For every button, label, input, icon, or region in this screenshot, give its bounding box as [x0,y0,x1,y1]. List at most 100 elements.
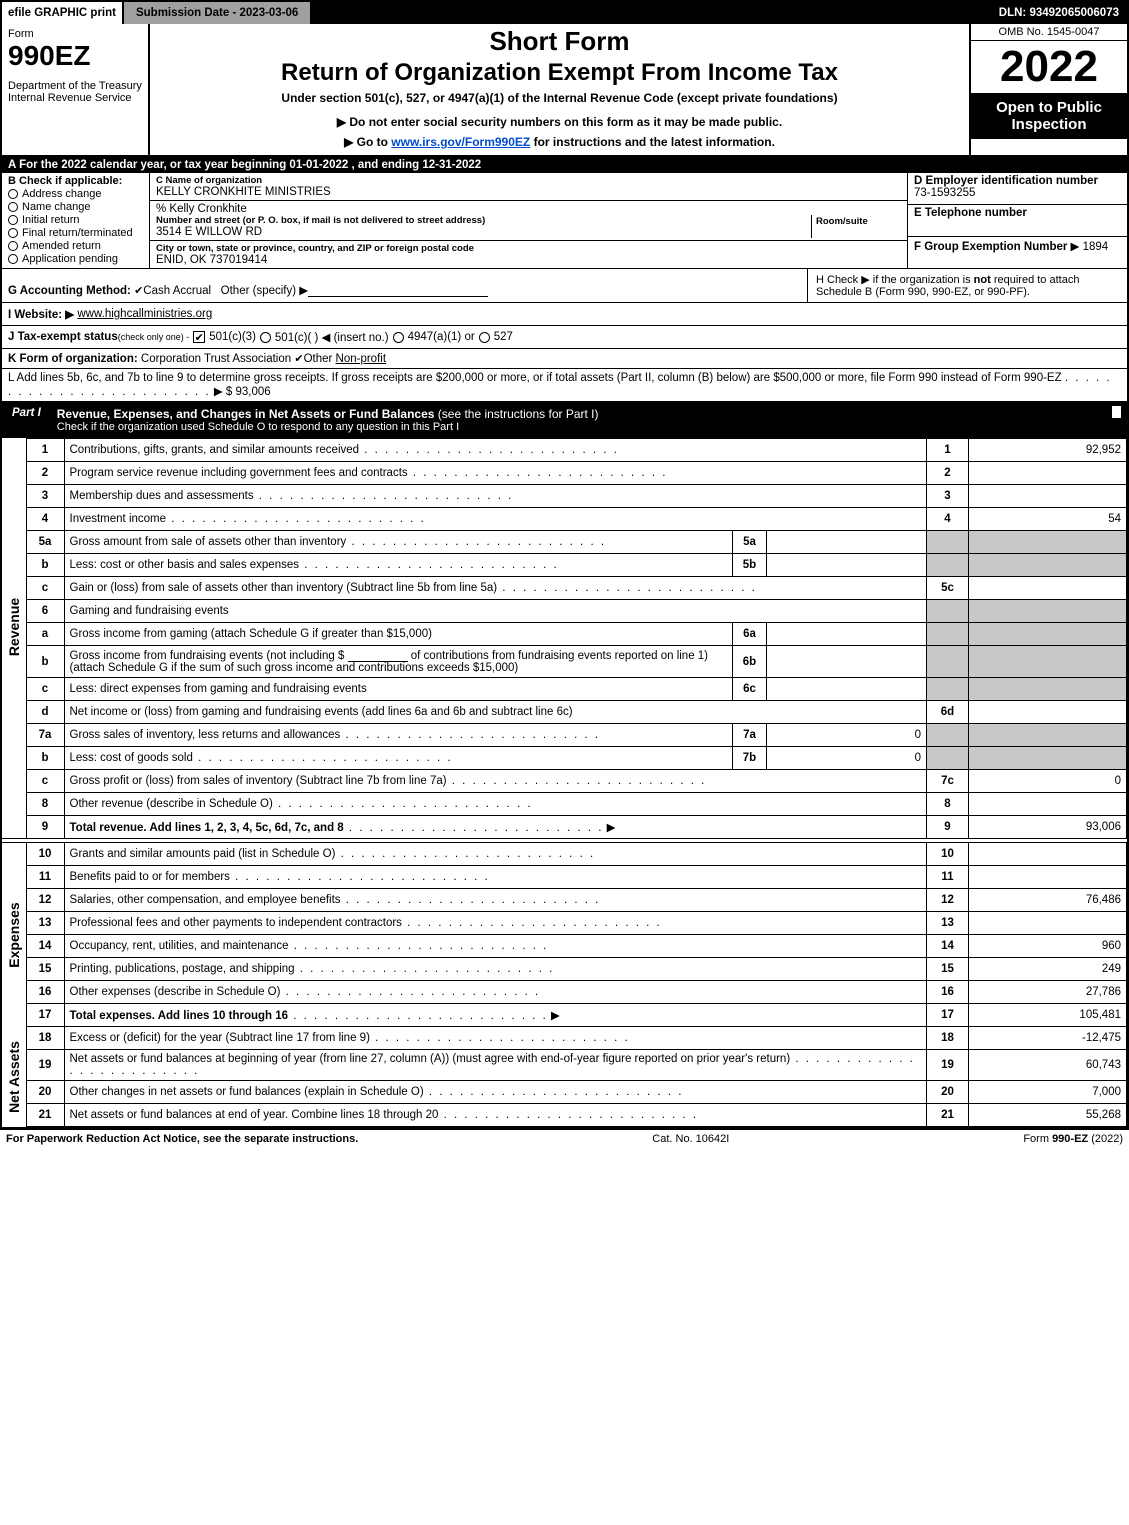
chk-address-change-label: Address change [22,188,102,200]
tax-year: 2022 [971,41,1127,93]
ln-5c: c [26,577,64,600]
ln-10: 10 [26,843,64,866]
chk-other-org[interactable] [294,353,303,365]
section-e: E Telephone number [908,205,1127,237]
num-7a-shade [927,724,969,747]
desc-4: Investment income [64,508,927,531]
ln-17: 17 [26,1004,64,1027]
topbar-spacer [312,2,990,24]
topbar: efile GRAPHIC print Submission Date - 20… [2,2,1127,24]
desc-1: Contributions, gifts, grants, and simila… [64,439,927,462]
num-13: 13 [927,912,969,935]
amt-7a-shade [969,724,1127,747]
lbl-501c3: 501(c)(3) [209,331,256,343]
amt-7c: 0 [969,770,1127,793]
row-a-calendar-year: A For the 2022 calendar year, or tax yea… [2,157,1127,173]
addr-row: % Kelly Cronkhite Number and street (or … [150,201,907,241]
omb-number: OMB No. 1545-0047 [971,24,1127,41]
num-6d: 6d [927,701,969,724]
ln-6d: d [26,701,64,724]
desc-6b-1: Gross income from fundraising events (no… [70,650,345,662]
arrow-9: ▶ [607,822,616,834]
desc-16: Other expenses (describe in Schedule O) [64,981,927,1004]
footer-right-bold: 990-EZ [1052,1133,1088,1145]
section-d-e-f: D Employer identification number 73-1593… [907,173,1127,268]
num-7c: 7c [927,770,969,793]
page-footer: For Paperwork Reduction Act Notice, see … [0,1129,1129,1148]
amt-20: 7,000 [969,1081,1127,1104]
num-8: 8 [927,793,969,816]
amt-1: 92,952 [969,439,1127,462]
section-c: C Name of organization KELLY CRONKHITE M… [150,173,907,268]
num-6c-shade [927,678,969,701]
subval-6c [767,678,927,701]
revenue-sidebar-end [2,816,26,839]
amt-5b-shade [969,554,1127,577]
org-name: KELLY CRONKHITE MINISTRIES [156,186,901,198]
subval-6b [767,646,927,678]
desc-2: Program service revenue including govern… [64,462,927,485]
desc-14: Occupancy, rent, utilities, and maintena… [64,935,927,958]
sub-5b: 5b [733,554,767,577]
group-exemption-label: F Group Exemption Number [914,241,1067,253]
num-5a-shade [927,531,969,554]
chk-cash[interactable] [134,285,143,297]
part-i-checkbox-wrap [1112,405,1127,418]
section-b-title: B Check if applicable: [8,175,143,187]
sub-7b: 7b [733,747,767,770]
chk-527[interactable] [479,332,490,343]
chk-address-change[interactable]: Address change [8,188,143,200]
section-i-website: I Website: ▶ www.highcallministries.org [2,303,1127,326]
chk-amended-return[interactable]: Amended return [8,240,143,252]
irs-link[interactable]: www.irs.gov/Form990EZ [391,135,530,149]
form-header: Form 990EZ Department of the Treasury In… [2,24,1127,157]
amt-6-shade [969,600,1127,623]
chk-4947[interactable] [393,332,404,343]
h-not: not [974,274,991,286]
ln-19: 19 [26,1050,64,1081]
chk-amended-return-label: Amended return [22,240,101,252]
desc-17: Total expenses. Add lines 10 through 16 … [64,1004,927,1027]
num-18: 18 [927,1027,969,1050]
sub-7a: 7a [733,724,767,747]
desc-3: Membership dues and assessments [64,485,927,508]
chk-application-pending-label: Application pending [22,253,118,265]
desc-7b: Less: cost of goods sold [64,747,733,770]
lbl-trust: Trust [204,353,230,365]
expenses-label: Expenses [6,902,22,967]
arrow-17: ▶ [551,1010,560,1022]
group-exemption-number: 1894 [1083,241,1109,253]
treasury-dept: Department of the Treasury [8,80,142,92]
chk-schedule-o-used[interactable] [1112,406,1121,418]
lbl-527: 527 [494,331,513,343]
ln-7c: c [26,770,64,793]
desc-7c: Gross profit or (loss) from sales of inv… [64,770,927,793]
other-org-value: Non-profit [336,353,387,365]
chk-501c3[interactable] [193,331,205,343]
website-url[interactable]: www.highcallministries.org [77,308,212,320]
ln-18: 18 [26,1027,64,1050]
org-name-row: C Name of organization KELLY CRONKHITE M… [150,173,907,201]
header-center: Short Form Return of Organization Exempt… [150,24,969,155]
chk-name-change[interactable]: Name change [8,201,143,213]
section-f: F Group Exemption Number ▶ 1894 [908,237,1127,268]
chk-application-pending[interactable]: Application pending [8,253,143,265]
amt-15: 249 [969,958,1127,981]
chk-final-return[interactable]: Final return/terminated [8,227,143,239]
fundraising-amount-input[interactable] [348,649,408,662]
other-method-input[interactable] [308,284,488,297]
k-label: K Form of organization: [8,353,138,365]
amt-4: 54 [969,508,1127,531]
amt-13 [969,912,1127,935]
ln-5b: b [26,554,64,577]
arrow-icon: ▶ [1071,241,1080,253]
amt-14: 960 [969,935,1127,958]
chk-initial-return[interactable]: Initial return [8,214,143,226]
subval-7a: 0 [767,724,927,747]
ln-20: 20 [26,1081,64,1104]
desc-13: Professional fees and other payments to … [64,912,927,935]
amt-17: 105,481 [969,1004,1127,1027]
lbl-corporation: Corporation [141,353,201,365]
chk-501c[interactable] [260,332,271,343]
efile-print-label[interactable]: efile GRAPHIC print [2,2,124,24]
